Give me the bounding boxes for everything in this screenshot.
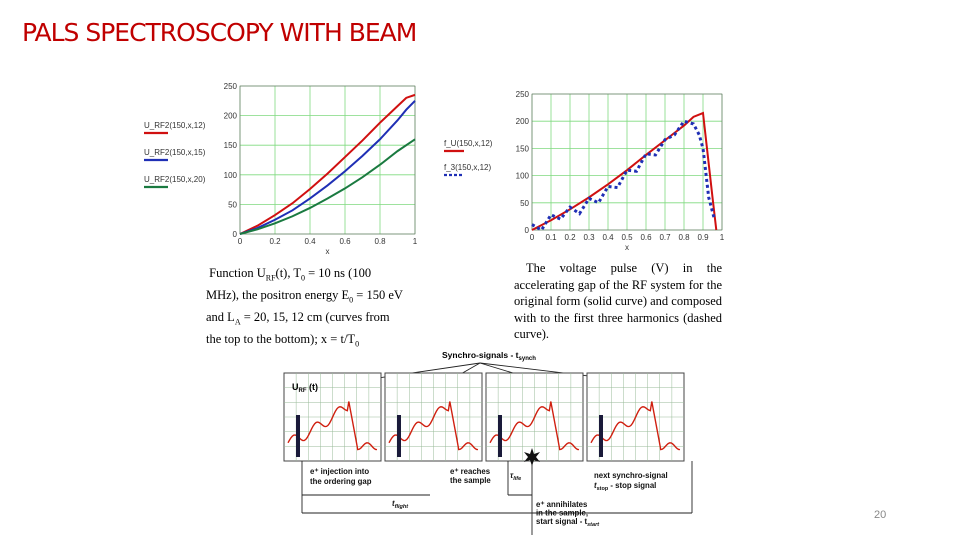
- rf-voltage-chart-left: 0 0.2 0.4 0.6 0.8 1 0 50 100 150 200 250 x U_RF2(150,…: [144, 82, 418, 256]
- rf-waveform: [489, 401, 580, 451]
- scope-panel: [485, 372, 584, 462]
- synchro-marker-bar: [296, 415, 300, 457]
- x-tick-label: 0.1: [545, 233, 557, 242]
- plot-frame: [239, 85, 416, 235]
- annihilation-label: e⁺ annihilates in the sample, start sign…: [536, 500, 600, 528]
- slide-title: PALS SPECTROSCOPY WITH BEAM: [22, 18, 417, 47]
- y-tick-label: 200: [224, 112, 238, 121]
- annihilation-star-icon: [524, 448, 540, 466]
- x-tick-label: 0.3: [583, 233, 595, 242]
- y-tick-label: 50: [228, 200, 237, 209]
- legend-label: f_U(150,x,12): [444, 139, 493, 148]
- tflight-label: tflight: [392, 499, 409, 510]
- scope-panel: [283, 372, 382, 462]
- y-tick-label: 100: [516, 172, 530, 181]
- y-tick-label: 50: [520, 199, 529, 208]
- x-tick-label: 0.7: [659, 233, 671, 242]
- x-tick-label: 0.5: [621, 233, 633, 242]
- x-tick-label: 0: [238, 237, 243, 246]
- legend-label: U_RF2(150,x,12): [144, 121, 206, 130]
- series-line-3: [239, 138, 416, 235]
- synchro-signals-label: Synchro-signals - tsynch: [442, 350, 536, 362]
- x-axis-label: x: [625, 243, 629, 252]
- scope-panel: [586, 372, 685, 462]
- pals-timing-diagram: Synchro-signals - tsynch URF (t) e⁺ inje…: [283, 350, 693, 535]
- x-tick-label: 0.2: [564, 233, 576, 242]
- legend-label: U_RF2(150,x,20): [144, 175, 206, 184]
- page-number: 20: [874, 509, 887, 521]
- x-axis-label: x: [326, 247, 330, 256]
- synchro-marker-bar: [599, 415, 603, 457]
- x-tick-label: 0.4: [304, 237, 316, 246]
- x-tick-label: 1: [413, 237, 418, 246]
- reaches-sample-label: e⁺ reaches the sample: [450, 467, 492, 485]
- y-tick-label: 250: [224, 82, 238, 91]
- x-tick-label: 1: [720, 233, 725, 242]
- voltage-pulse-chart-right: 0 0.1 0.2 0.3 0.4 0.5 0.6 0.7 0.8 0.9 1 0 50 100 150 20…: [444, 90, 725, 252]
- y-tick-label: 100: [224, 171, 238, 180]
- right-figure-caption: The voltage pulse (V) in the acceleratin…: [514, 261, 722, 341]
- injection-label: e⁺ injection into the ordering gap: [310, 467, 372, 486]
- series-line-2: [239, 100, 416, 235]
- legend-label: U_RF2(150,x,15): [144, 148, 206, 157]
- left-figure-caption: Function URF(t), T0 = 10 ns (100 MHz), t…: [206, 266, 403, 349]
- series-line-1: [239, 93, 416, 235]
- x-tick-label: 0.8: [678, 233, 690, 242]
- y-tick-label: 250: [516, 90, 530, 99]
- tlife-label: τlife: [510, 471, 521, 482]
- scope-panel: [384, 372, 483, 462]
- x-tick-label: 0.8: [374, 237, 386, 246]
- synchro-marker-bar: [397, 415, 401, 457]
- x-tick-label: 0.4: [602, 233, 614, 242]
- x-tick-label: 0.6: [339, 237, 351, 246]
- y-tick-label: 150: [224, 141, 238, 150]
- x-tick-label: 0: [530, 233, 535, 242]
- next-synchro-label: next synchro-signal tstop - stop signal: [594, 471, 670, 492]
- y-tick-label: 0: [525, 226, 530, 235]
- urf-label: URF (t): [292, 382, 318, 394]
- legend-label: f_3(150,x,12): [444, 163, 491, 172]
- rf-waveform: [287, 401, 378, 451]
- series-line-1: [531, 111, 718, 231]
- synchro-marker-bar: [498, 415, 502, 457]
- y-tick-label: 200: [516, 117, 530, 126]
- x-tick-label: 0.6: [640, 233, 652, 242]
- y-tick-label: 150: [516, 144, 530, 153]
- y-tick-label: 0: [233, 230, 238, 239]
- rf-waveform: [590, 401, 681, 451]
- plot-frame: [531, 93, 723, 231]
- x-tick-label: 0.9: [697, 233, 709, 242]
- x-tick-label: 0.2: [269, 237, 281, 246]
- rf-waveform: [388, 401, 479, 451]
